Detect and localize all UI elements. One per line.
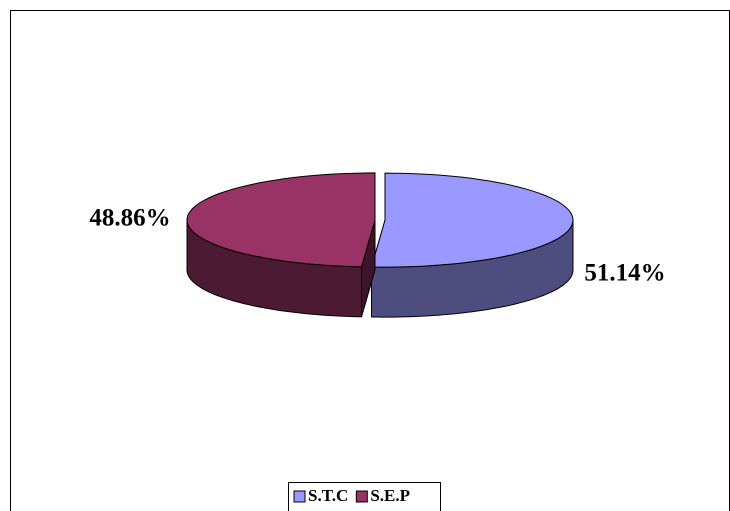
slice: [370, 172, 574, 318]
data-label: 48.86%: [89, 205, 170, 232]
slice-top: [370, 172, 574, 268]
legend-label: S.E.P: [370, 486, 410, 505]
legend-swatch: [293, 490, 306, 503]
legend-label: S.T.C: [308, 486, 348, 505]
slice-top: [186, 172, 376, 268]
legend: S.T.C S.E.P: [288, 482, 441, 511]
data-label: 51.14%: [584, 260, 665, 287]
legend-swatch: [355, 490, 368, 503]
slice: [186, 172, 376, 318]
